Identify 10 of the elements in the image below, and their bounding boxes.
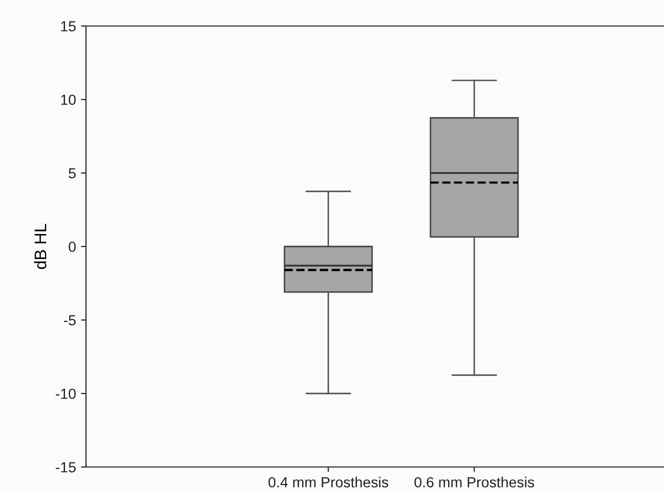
- y-tick-label: 10: [61, 94, 76, 105]
- y-axis-title: dB HL: [34, 224, 46, 269]
- y-tick-label: 15: [61, 21, 76, 32]
- y-tick-label: -5: [64, 315, 76, 326]
- y-tick-label: -15: [56, 462, 76, 472]
- x-tick-label: 0.4 mm Prosthesis: [268, 476, 388, 488]
- y-tick-label: 0: [68, 242, 76, 252]
- x-tick-label: 0.6 mm Prosthesis: [414, 476, 534, 488]
- y-tick-label: -10: [56, 388, 76, 399]
- y-tick-label: 5: [68, 168, 76, 178]
